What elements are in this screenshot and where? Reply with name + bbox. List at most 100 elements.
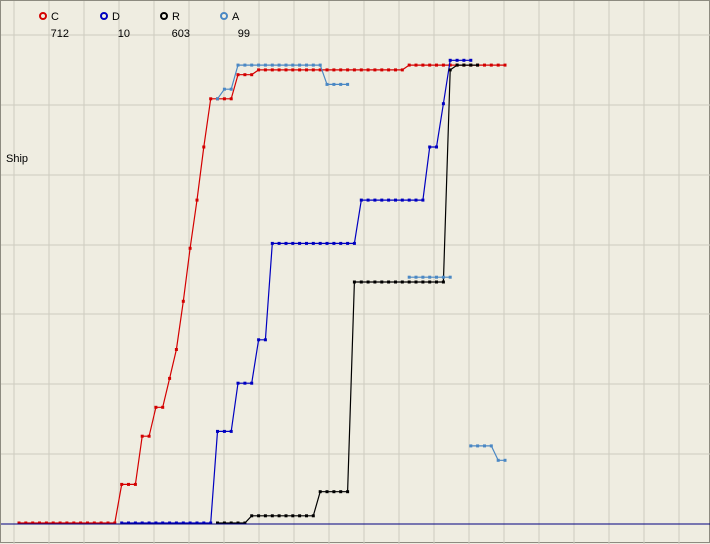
data-point-d <box>216 429 219 433</box>
data-point-c <box>202 145 206 149</box>
legend-layer: C 712 D 10 R 603 A 99 <box>39 11 250 40</box>
series-a <box>216 63 507 462</box>
data-point-c <box>65 521 69 525</box>
data-point-d <box>174 521 178 525</box>
data-point-c <box>332 68 336 72</box>
data-point-a <box>325 82 329 86</box>
y-axis-label: Ship <box>6 153 28 165</box>
data-point-a <box>428 275 432 279</box>
data-point-r <box>250 514 254 518</box>
data-point-a <box>222 87 226 91</box>
data-point-a <box>483 444 486 448</box>
data-point-c <box>489 63 493 67</box>
data-point-c <box>236 73 240 77</box>
data-point-d <box>147 521 151 525</box>
data-point-d <box>140 521 144 525</box>
data-point-c <box>99 521 103 525</box>
data-point-a <box>305 63 308 67</box>
data-point-r <box>387 280 391 284</box>
data-point-c <box>174 348 178 351</box>
data-point-d <box>222 429 226 433</box>
data-point-c <box>277 68 281 72</box>
data-point-c <box>113 521 117 525</box>
series-line-d <box>121 59 471 524</box>
data-point-r <box>400 280 404 284</box>
data-point-c <box>72 521 76 525</box>
data-point-d <box>243 381 247 385</box>
data-point-d <box>339 241 343 245</box>
data-point-c <box>195 198 199 202</box>
data-point-d <box>133 521 137 525</box>
data-point-c <box>222 97 226 101</box>
data-point-c <box>147 434 151 438</box>
data-point-a <box>441 275 445 279</box>
data-point-d <box>332 241 336 245</box>
data-point-c <box>435 63 438 67</box>
data-point-c <box>229 97 233 101</box>
data-point-d <box>387 198 391 202</box>
legend-value-c: 712 <box>51 28 69 40</box>
data-point-c <box>503 63 507 67</box>
data-point-a <box>407 275 411 279</box>
data-point-d <box>202 521 206 525</box>
data-point-r <box>339 490 343 494</box>
data-point-c <box>284 68 288 72</box>
data-point-r <box>352 280 356 284</box>
data-point-c <box>188 246 192 250</box>
data-point-c <box>38 521 41 525</box>
data-point-r <box>284 514 288 518</box>
data-point-c <box>79 521 83 525</box>
data-point-c <box>407 63 411 67</box>
data-point-r <box>394 280 397 284</box>
data-point-d <box>346 241 350 245</box>
data-point-c <box>270 68 274 72</box>
data-point-c <box>250 73 254 77</box>
data-point-a <box>257 63 261 67</box>
series-d <box>120 58 473 525</box>
data-point-r <box>332 490 336 494</box>
data-point-d <box>469 58 473 62</box>
data-point-c <box>92 521 96 525</box>
data-point-d <box>209 521 213 525</box>
data-point-c <box>58 521 62 525</box>
data-point-r <box>270 514 274 518</box>
data-point-r <box>311 514 315 518</box>
data-point-c <box>325 68 329 72</box>
data-point-c <box>44 521 48 525</box>
data-point-d <box>380 198 384 202</box>
data-point-c <box>387 68 391 72</box>
data-point-d <box>236 381 240 385</box>
data-point-d <box>127 521 130 525</box>
data-point-r <box>435 280 438 284</box>
data-point-r <box>243 521 247 525</box>
data-point-a <box>496 458 500 462</box>
legend-name-c: C <box>51 11 59 23</box>
data-point-d <box>195 521 199 525</box>
legend-marker-c <box>39 12 47 20</box>
data-point-r <box>325 490 329 494</box>
data-point-c <box>140 434 144 438</box>
data-point-c <box>380 68 384 72</box>
data-point-d <box>305 241 308 245</box>
data-point-a <box>263 63 267 67</box>
legend-name-a: A <box>232 11 240 23</box>
data-point-c <box>428 63 432 67</box>
data-point-d <box>421 198 425 202</box>
data-point-d <box>441 102 445 106</box>
data-point-a <box>291 63 295 67</box>
data-point-a <box>435 275 438 279</box>
data-point-c <box>168 376 172 380</box>
data-point-a <box>270 63 274 67</box>
data-point-a <box>277 63 281 67</box>
data-point-c <box>31 521 35 525</box>
data-point-d <box>250 381 254 385</box>
data-point-d <box>181 521 185 525</box>
data-point-d <box>298 241 302 245</box>
data-point-a <box>448 275 452 279</box>
series-r <box>216 63 480 525</box>
data-point-d <box>229 429 233 433</box>
data-point-c <box>400 68 404 72</box>
data-point-r <box>428 280 432 284</box>
data-point-r <box>380 280 384 284</box>
